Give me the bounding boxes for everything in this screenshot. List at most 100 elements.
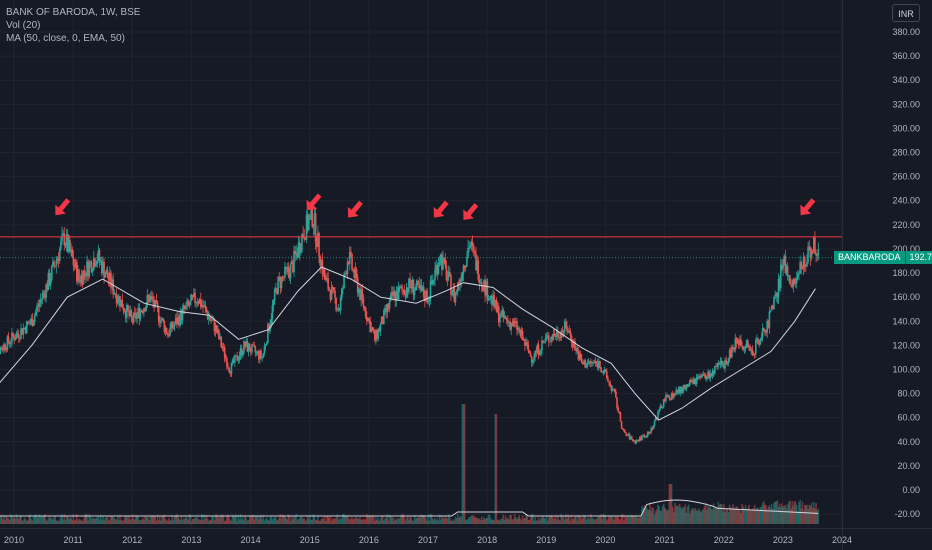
candle-body xyxy=(363,306,366,308)
volume-bar xyxy=(131,514,134,524)
volume-bar xyxy=(243,520,245,524)
ma-indicator-label[interactable]: MA (50, close, 0, EMA, 50) xyxy=(6,33,125,44)
volume-bar xyxy=(747,508,749,524)
candle-body xyxy=(518,328,521,330)
candle-body xyxy=(4,344,6,350)
volume-bar xyxy=(242,517,244,524)
candle-body xyxy=(156,302,159,308)
volume-bar xyxy=(303,518,306,524)
volume-bar xyxy=(604,515,607,524)
volume-bar xyxy=(136,515,138,524)
volume-bar xyxy=(803,505,806,524)
volume-bar xyxy=(387,520,390,524)
currency-button[interactable]: INR xyxy=(892,4,920,22)
candle-body xyxy=(182,305,185,309)
volume-bar xyxy=(754,509,757,524)
candle-body xyxy=(566,326,568,331)
candle-body xyxy=(806,262,808,267)
candle-body xyxy=(124,312,127,318)
candle-body xyxy=(816,254,819,256)
candle-body xyxy=(634,440,637,444)
candle-body xyxy=(708,371,710,379)
volume-bar xyxy=(323,516,326,524)
candle-body xyxy=(462,265,465,275)
candle-body xyxy=(41,292,44,300)
candle-body xyxy=(352,269,354,271)
candle-body xyxy=(303,237,306,239)
candle-body xyxy=(446,277,449,280)
volume-bar xyxy=(727,511,730,524)
candle-body xyxy=(717,362,720,367)
volume-bar xyxy=(253,519,256,524)
candle-body xyxy=(464,266,467,268)
candle-body xyxy=(45,284,47,298)
volume-bar xyxy=(735,506,738,524)
volume-bar xyxy=(486,517,489,524)
volume-bar xyxy=(615,515,617,524)
candle-body xyxy=(722,364,724,366)
candle-body xyxy=(793,278,796,284)
candle-body xyxy=(314,213,317,243)
candle-body xyxy=(213,319,216,332)
volume-bar xyxy=(124,516,127,524)
candle-body xyxy=(508,321,510,323)
candle-body xyxy=(744,347,747,349)
candle-body xyxy=(438,262,441,265)
symbol-title[interactable]: BANK OF BARODA, 1W, BSE xyxy=(6,7,141,18)
volume-bar xyxy=(137,516,139,524)
candle-body xyxy=(760,337,763,340)
volume-bar xyxy=(644,506,647,524)
candle-body xyxy=(437,264,440,275)
candle-body xyxy=(616,397,618,408)
candle-body xyxy=(773,297,775,310)
candle-body xyxy=(118,296,120,302)
candle-body xyxy=(535,350,538,353)
candle-body xyxy=(486,281,489,301)
volume-bar xyxy=(573,518,575,524)
volume-bar xyxy=(161,515,163,524)
volume-bar xyxy=(709,505,712,524)
candle-body xyxy=(65,234,68,246)
volume-bar xyxy=(10,514,12,524)
volume-bar xyxy=(417,517,419,524)
candle-body xyxy=(496,306,499,312)
volume-bar xyxy=(347,518,350,524)
volume-bar xyxy=(447,514,450,524)
price-tick-label: 240.00 xyxy=(892,196,920,206)
volume-bar xyxy=(814,508,816,524)
volume-bar xyxy=(252,515,254,524)
candle-body xyxy=(358,289,360,294)
candle-body xyxy=(42,292,45,294)
volume-bar xyxy=(0,515,2,524)
candle-body xyxy=(757,338,759,345)
candle-body xyxy=(237,359,240,361)
candle-body xyxy=(172,326,175,329)
candle-body xyxy=(413,290,416,295)
volume-indicator-label[interactable]: Vol (20) xyxy=(6,20,41,31)
volume-bar xyxy=(475,517,477,524)
candle-body xyxy=(50,266,53,280)
candle-body xyxy=(702,374,705,376)
candle-body xyxy=(612,389,615,391)
volume-bar xyxy=(44,514,46,524)
volume-bar xyxy=(29,514,31,524)
time-tick-label: 2014 xyxy=(241,535,261,545)
candle-body xyxy=(190,294,193,301)
volume-bar xyxy=(436,518,439,524)
volume-bar xyxy=(609,516,612,524)
volume-bar xyxy=(497,519,500,524)
candle-body xyxy=(139,310,142,320)
candle-body xyxy=(90,261,93,273)
candle-body xyxy=(443,257,445,259)
candle-body xyxy=(657,411,659,420)
candle-body xyxy=(741,345,743,347)
candle-body xyxy=(712,370,715,374)
price-tick-label: 180.00 xyxy=(892,268,920,278)
volume-bar xyxy=(53,517,55,524)
candle-body xyxy=(290,261,293,264)
volume-bar xyxy=(585,519,588,524)
candle-body xyxy=(414,287,417,291)
volume-bar xyxy=(164,518,167,524)
